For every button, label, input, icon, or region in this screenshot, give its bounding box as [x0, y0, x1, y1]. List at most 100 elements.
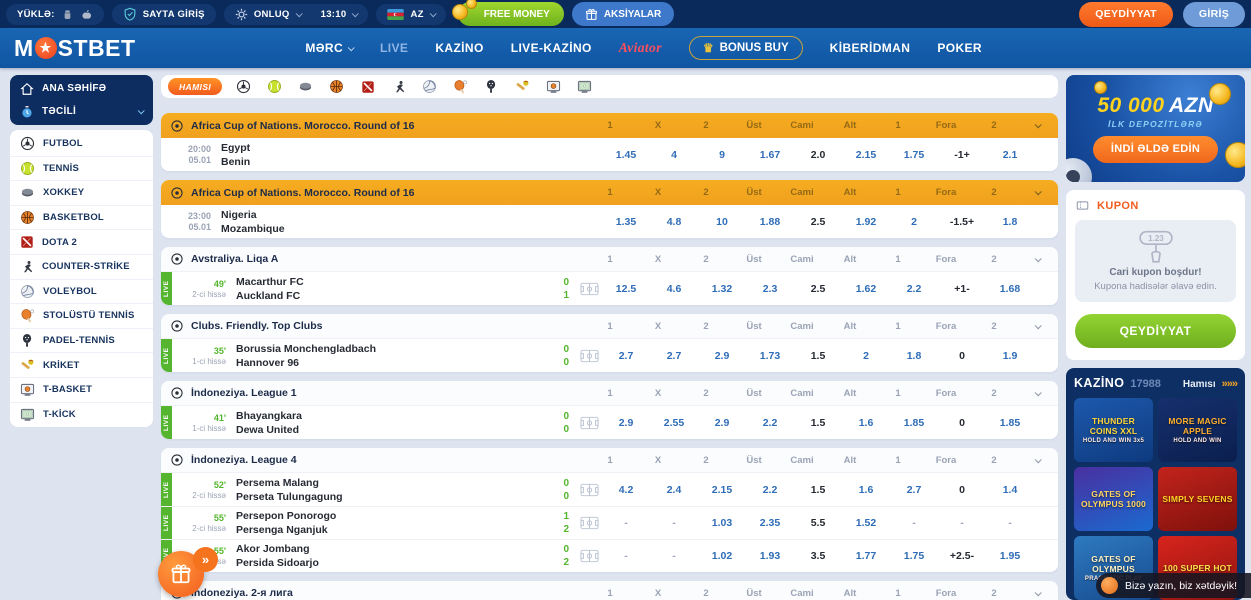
odds-button[interactable]: 1.32 — [711, 282, 733, 295]
odds-button[interactable]: 2.9 — [618, 416, 634, 429]
match-stats-icon[interactable] — [578, 516, 600, 530]
odds-button[interactable]: 1.93 — [759, 550, 781, 562]
collapse-chevron-icon[interactable] — [1025, 321, 1049, 329]
odds-format-selector[interactable]: ONLUQ — [253, 8, 290, 20]
odds-button[interactable]: 1.88 — [759, 215, 781, 228]
sidebar-item-xokkey[interactable]: XOKKEY — [10, 180, 153, 205]
register-button[interactable]: QEYDİYYAT — [1079, 1, 1173, 27]
nav-bonus-buy[interactable]: ♛ BONUS BUY — [688, 36, 803, 60]
odds-button[interactable]: 2.4 — [666, 483, 682, 496]
event-row[interactable]: 20:00 05.01 Egypt Benin 1.45 4 9 1.67 2.0 2.15 1.7… — [161, 138, 1058, 171]
filter-dota2-icon[interactable] — [359, 78, 376, 95]
sidebar-item-home[interactable]: ANA SƏHİFƏ — [10, 77, 153, 100]
odds-button[interactable]: 2.1 — [1002, 148, 1018, 161]
nav-live-kazino[interactable]: LIVE-KAZİNO — [510, 41, 592, 55]
odds-button[interactable]: 2.7 — [618, 349, 634, 362]
sidebar-item-basketbol[interactable]: BASKETBOL — [10, 204, 153, 230]
casino-all-link[interactable]: Hamısı — [1182, 379, 1216, 390]
download-apps[interactable]: YÜKLƏ: — [6, 3, 104, 25]
odds-button[interactable]: 2 — [911, 215, 917, 228]
match-stats-icon[interactable] — [578, 549, 600, 563]
filter-counter-strike-icon[interactable] — [390, 78, 407, 95]
odds-button[interactable]: 2.2 — [762, 483, 778, 496]
odds-button[interactable]: 1.6 — [858, 483, 874, 496]
odds-button[interactable]: 1.73 — [759, 349, 781, 362]
event-row[interactable]: 23:00 05.01 Nigeria Mozambique 1.35 4.8 10 1.88… — [161, 205, 1058, 238]
nav-live[interactable]: LIVE — [380, 41, 409, 55]
odds-button[interactable]: 2.15 — [855, 148, 877, 161]
promo-gift-fab[interactable]: » — [158, 547, 218, 597]
sidebar-item-kri-ket[interactable]: KRİKET — [10, 352, 153, 377]
odds-button[interactable]: 1.77 — [855, 550, 877, 562]
odds-button[interactable]: 1.35 — [615, 215, 637, 228]
arrows-icon[interactable]: »»» — [1221, 378, 1238, 390]
filter-cricket-icon[interactable] — [514, 78, 531, 95]
sidebar-item-urgent[interactable]: TƏCİLİ — [10, 100, 153, 123]
filter-table-tennis-icon[interactable] — [452, 78, 469, 95]
sidebar-item-padel-tenni-s[interactable]: PADEL-TENNİS — [10, 327, 153, 353]
odds-button[interactable]: 2.9 — [714, 416, 730, 429]
odds-button[interactable]: 2.7 — [666, 349, 682, 362]
banner-cta-button[interactable]: İNDİ ƏLDƏ EDİN — [1092, 135, 1219, 163]
odds-button[interactable]: 4 — [671, 148, 677, 161]
collapse-chevron-icon[interactable] — [1025, 254, 1049, 262]
collapse-chevron-icon[interactable] — [1025, 121, 1049, 129]
odds-button[interactable]: 2.2 — [906, 282, 922, 295]
sidebar-item-tenni-s[interactable]: TENNİS — [10, 155, 153, 181]
event-row[interactable]: LIVE 55' 2-ci hissə Persepon Ponorogo Persen… — [161, 506, 1058, 539]
odds-button[interactable]: 10 — [716, 215, 728, 228]
sidebar-item-futbol[interactable]: FUTBOL — [10, 131, 153, 156]
free-money-button[interactable]: FREE MONEY — [451, 0, 564, 26]
nav-poker[interactable]: POKER — [937, 41, 982, 55]
android-icon[interactable] — [61, 8, 74, 21]
odds-button[interactable]: 9 — [719, 148, 725, 161]
match-stats-icon[interactable] — [578, 282, 600, 296]
promotions-button[interactable]: AKSİYALAR — [571, 2, 675, 26]
odds-button[interactable]: 1.62 — [855, 282, 877, 295]
odds-button[interactable]: 4.2 — [618, 483, 634, 496]
odds-button[interactable]: 1.02 — [711, 550, 733, 562]
sidebar-item-stol-st-tenni-s[interactable]: STOLÜSTÜ TENNİS — [10, 303, 153, 328]
sidebar-item-dota-2[interactable]: DOTA 2 — [10, 229, 153, 254]
odds-button[interactable]: 1.4 — [1002, 483, 1018, 496]
odds-button[interactable]: 2.35 — [759, 517, 781, 529]
deposit-bonus-banner[interactable]: 50 000 AZN İLK DEPOZİTLƏRƏ İNDİ ƏLDƏ EDİ… — [1066, 75, 1245, 182]
match-stats-icon[interactable] — [578, 416, 600, 430]
apple-icon[interactable] — [80, 8, 93, 21]
expand-arrows-icon[interactable]: » — [193, 547, 218, 572]
filter-padel-icon[interactable] — [483, 78, 500, 95]
odds-button[interactable]: 1.67 — [759, 148, 781, 161]
odds-button[interactable]: 4.6 — [666, 282, 682, 295]
coupon-register-button[interactable]: QEYDİYYAT — [1075, 314, 1236, 348]
event-row[interactable]: LIVE 41' 1-ci hissə Bhayangkara Dewa United 0… — [161, 406, 1058, 439]
odds-button[interactable]: 1.75 — [903, 550, 925, 562]
odds-button[interactable]: 1.8 — [1002, 215, 1018, 228]
odds-button[interactable]: 1.68 — [999, 282, 1021, 295]
event-row[interactable]: LIVE 52' 2-ci hissə Persema Malang Perseta T… — [161, 473, 1058, 506]
sidebar-item-counter-stri-ke[interactable]: COUNTER-STRİKE — [10, 253, 153, 279]
casino-game-thunder-coins-xxl[interactable]: THUNDER COINS XXL HOLD AND WIN 3x5 — [1074, 398, 1153, 462]
odds-button[interactable]: 1.9 — [1002, 349, 1018, 362]
filter-basketball-icon[interactable] — [328, 78, 345, 95]
odds-button[interactable]: 1.75 — [903, 148, 925, 161]
odds-button[interactable]: 2.3 — [762, 282, 778, 295]
odds-button[interactable]: 4.8 — [666, 215, 682, 228]
odds-button[interactable]: 1.8 — [906, 349, 922, 362]
gear-icon[interactable] — [235, 8, 248, 21]
collapse-chevron-icon[interactable] — [1025, 188, 1049, 196]
odds-button[interactable]: 1.52 — [855, 517, 877, 529]
odds-button[interactable]: 12.5 — [615, 282, 637, 295]
filter-volleyball-icon[interactable] — [421, 78, 438, 95]
filter-t-kick-icon[interactable] — [576, 78, 593, 95]
nav-merc[interactable]: MƏRC — [305, 41, 355, 55]
event-row[interactable]: LIVE 35' 1-ci hissə Borussia Monchengladbac… — [161, 339, 1058, 372]
login-button[interactable]: GİRİŞ — [1182, 1, 1245, 27]
nav-kiberidman[interactable]: KİBERİDMAN — [829, 41, 911, 55]
odds-button[interactable]: 1.6 — [858, 416, 874, 429]
odds-button[interactable]: 2 — [863, 349, 869, 362]
nav-kazino[interactable]: KAZİNO — [435, 41, 484, 55]
odds-button[interactable]: 1.92 — [855, 215, 877, 228]
collapse-chevron-icon[interactable] — [1025, 588, 1049, 596]
odds-button[interactable]: 2.9 — [714, 349, 730, 362]
